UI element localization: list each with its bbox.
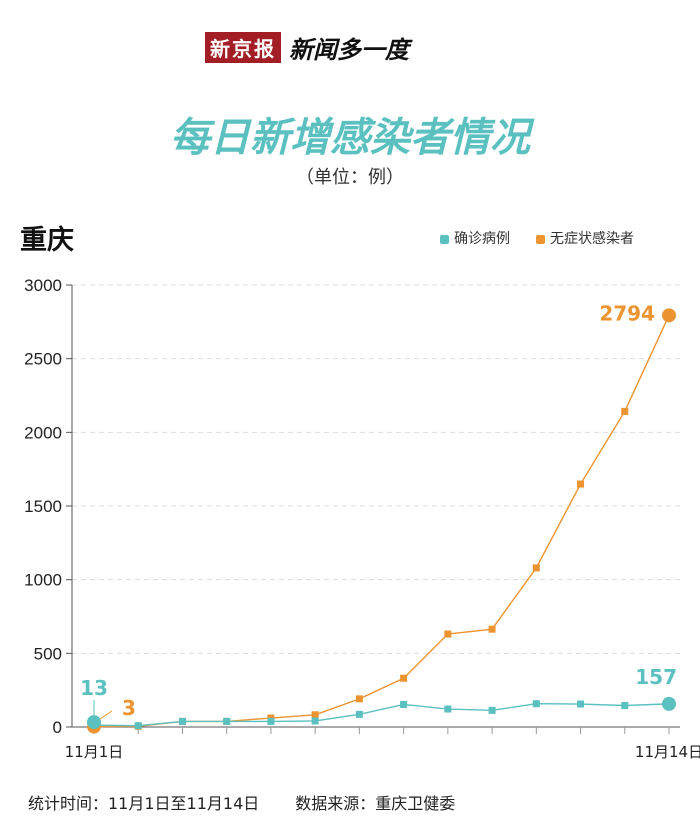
legend-item-asymptomatic: 无症状感染者	[536, 228, 634, 248]
y-tick-label: 3000	[24, 276, 62, 295]
endpoint-marker	[662, 308, 676, 323]
data-point	[267, 717, 275, 725]
data-point	[355, 710, 363, 718]
data-point	[311, 717, 319, 725]
source-note: 数据来源：重庆卫健委	[295, 794, 456, 813]
column-logo: 新闻多一度	[289, 36, 409, 64]
data-point	[178, 717, 186, 725]
data-point	[577, 700, 585, 708]
endpoint-marker	[87, 715, 101, 730]
data-point	[621, 407, 629, 415]
y-tick-label: 0	[53, 718, 62, 737]
brand-logo: 新京报	[205, 32, 281, 63]
footer: 统计时间：11月1日至11月14日 数据来源：重庆卫健委	[28, 790, 455, 814]
region-label: 重庆	[20, 225, 74, 256]
data-point	[134, 722, 142, 730]
data-point	[223, 717, 231, 725]
data-point	[444, 630, 452, 638]
data-label: 3	[122, 696, 136, 720]
data-point	[400, 700, 408, 708]
period-note: 统计时间：11月1日至11月14日	[28, 794, 260, 813]
endpoint-marker	[662, 696, 676, 711]
data-point	[532, 700, 540, 708]
series-line	[93, 315, 670, 728]
x-tick-label: 11月1日	[65, 743, 124, 761]
data-label: 157	[635, 665, 677, 689]
legend-swatch	[536, 234, 545, 244]
data-point	[532, 564, 540, 572]
unit-label: （单位：例）	[296, 167, 404, 188]
y-tick-label: 1500	[24, 497, 62, 516]
data-point	[400, 674, 408, 682]
label-leader	[99, 710, 113, 720]
legend-label: 无症状感染者	[550, 231, 634, 247]
x-tick-label: 11月14日	[635, 743, 700, 761]
y-tick-label: 2500	[24, 350, 62, 369]
data-point	[488, 625, 496, 633]
y-tick-label: 2000	[24, 423, 62, 442]
data-point	[444, 705, 452, 713]
series-line	[93, 703, 670, 727]
data-label: 13	[80, 676, 108, 700]
y-tick-label: 1000	[24, 571, 62, 590]
data-point	[355, 695, 363, 703]
legend: 确诊病例 无症状感染者	[440, 228, 634, 248]
data-point	[311, 711, 319, 719]
legend-label: 确诊病例	[454, 231, 510, 247]
data-label: 2794	[599, 301, 655, 325]
data-point	[577, 480, 585, 488]
data-point	[621, 701, 629, 709]
chart-title: 每日新增感染者情况	[170, 115, 530, 161]
legend-swatch	[440, 234, 449, 244]
logo: 新京报 新闻多一度	[205, 30, 409, 65]
legend-item-confirmed: 确诊病例	[440, 228, 510, 248]
data-point	[488, 706, 496, 714]
y-tick-label: 500	[34, 644, 62, 663]
